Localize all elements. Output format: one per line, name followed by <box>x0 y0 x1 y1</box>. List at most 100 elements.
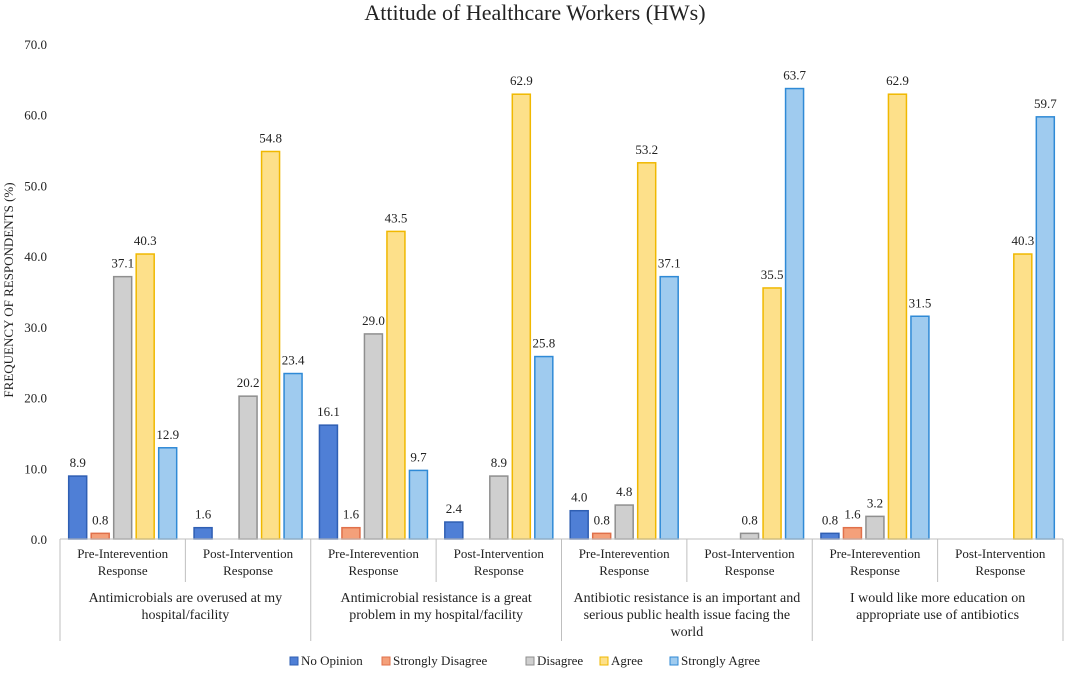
bar-disagree <box>489 475 509 540</box>
group-label: Antibiotic resistance is an important an… <box>574 591 801 606</box>
bar-agree <box>386 230 406 540</box>
bar-disagree <box>614 504 634 540</box>
legend-swatch-strongly-disagree <box>381 656 391 666</box>
y-tick-label: 50.0 <box>24 178 47 193</box>
legend-label: Strongly Agree <box>681 653 760 668</box>
y-tick-label: 60.0 <box>24 108 47 123</box>
legend-swatch-no-opinion <box>289 656 299 666</box>
subcategory-label: Response <box>474 563 524 578</box>
bar-strongly-agree <box>784 87 805 540</box>
data-label: 4.8 <box>616 484 632 499</box>
bar-disagree <box>112 275 133 540</box>
bar-agree <box>1013 253 1033 540</box>
data-label: 1.6 <box>343 507 360 522</box>
data-label: 0.8 <box>822 512 838 527</box>
bar-disagree <box>739 532 760 540</box>
data-label: 40.3 <box>134 233 157 248</box>
data-label: 23.4 <box>282 353 305 368</box>
data-label: 40.3 <box>1011 233 1034 248</box>
x-axis: Pre-Interevention Response Post-Interventi… <box>59 538 1064 641</box>
data-label: 0.8 <box>92 512 108 527</box>
bar-agree <box>636 162 657 540</box>
data-label: 63.7 <box>783 68 806 83</box>
legend-label: Disagree <box>537 653 583 668</box>
subcategory-label: Pre-Interevention <box>328 546 419 561</box>
subcategory-label: Pre-Interevention <box>77 546 168 561</box>
group-label: world <box>671 625 704 640</box>
y-tick-label: 70.0 <box>24 37 47 52</box>
bar-no-opinion <box>318 424 339 540</box>
y-tick-label: 0.0 <box>31 532 47 547</box>
subcategory-label: Response <box>725 563 775 578</box>
subcategory-label: Response <box>975 563 1025 578</box>
data-label: 62.9 <box>510 73 533 88</box>
subcategory-label: Response <box>850 563 900 578</box>
legend: No Opinion Strongly Disagree Disagree Agree… <box>289 653 760 668</box>
subcategory-label: Post-Intervention <box>704 546 795 561</box>
bar-disagree <box>363 333 384 540</box>
legend-swatch-disagree <box>525 656 535 666</box>
data-label: 0.8 <box>741 512 757 527</box>
bar-strongly-agree <box>157 447 178 540</box>
bar-no-opinion <box>193 526 213 540</box>
data-label: 62.9 <box>886 73 909 88</box>
data-label: 54.8 <box>259 130 282 145</box>
group-label: Antimicrobial resistance is a great <box>340 591 531 606</box>
legend-label: Strongly Disagree <box>393 653 487 668</box>
y-axis: 0.0 10.0 20.0 30.0 40.0 50.0 60.0 70.0 <box>24 37 47 547</box>
bar-strongly-disagree <box>842 526 863 540</box>
subcategory-label: Pre-Interevention <box>829 546 920 561</box>
bars: 8.90.837.140.312.91.620.254.823.416.11.6… <box>67 68 1057 540</box>
y-tick-label: 20.0 <box>24 391 47 406</box>
data-label: 35.5 <box>761 267 784 282</box>
group-label: I would like more education on <box>850 591 1025 606</box>
data-label: 3.2 <box>867 495 883 510</box>
data-label: 2.4 <box>446 501 463 516</box>
bar-agree <box>762 287 782 540</box>
bar-strongly-agree <box>534 355 554 540</box>
bar-strongly-agree <box>408 469 429 540</box>
data-label: 1.6 <box>195 507 212 522</box>
data-label: 31.5 <box>909 295 932 310</box>
subcategory-label: Response <box>349 563 399 578</box>
group-label: appropriate use of antibiotics <box>856 608 1019 623</box>
data-label: 29.0 <box>362 313 385 328</box>
data-label: 20.2 <box>237 375 260 390</box>
data-label: 37.1 <box>111 256 134 271</box>
y-tick-label: 40.0 <box>24 249 47 264</box>
group-label: serious public health issue facing the <box>584 608 790 623</box>
bar-strongly-agree <box>659 275 679 540</box>
bar-disagree <box>238 395 258 540</box>
bar-no-opinion <box>820 532 840 540</box>
bar-strongly-agree <box>1035 116 1056 540</box>
data-label: 59.7 <box>1034 96 1057 111</box>
bar-disagree <box>865 515 885 540</box>
bar-strongly-disagree <box>90 532 110 540</box>
bar-agree <box>511 93 532 540</box>
chart-title: Attitude of Healthcare Workers (HWs) <box>364 0 705 25</box>
data-label: 12.9 <box>156 427 179 442</box>
legend-swatch-agree <box>599 656 609 666</box>
legend-label: Agree <box>611 653 643 668</box>
bar-strongly-agree <box>283 372 303 540</box>
y-tick-label: 30.0 <box>24 320 47 335</box>
data-label: 4.0 <box>571 490 587 505</box>
subcategory-label: Response <box>599 563 649 578</box>
subcategory-label: Response <box>98 563 148 578</box>
bar-agree <box>260 150 281 540</box>
group-label: hospital/facility <box>141 608 229 623</box>
subcategory-label: Response <box>223 563 273 578</box>
subcategory-label: Post-Intervention <box>203 546 294 561</box>
data-label: 16.1 <box>317 404 340 419</box>
subcategory-label: Post-Intervention <box>955 546 1046 561</box>
data-label: 37.1 <box>658 256 681 271</box>
y-axis-title: FREQUENCY OF RESPONDENTS (%) <box>1 182 16 397</box>
y-tick-label: 10.0 <box>24 461 47 476</box>
bar-no-opinion <box>569 509 589 540</box>
subcategory-label: Pre-Interevention <box>579 546 670 561</box>
group-label: Antimicrobials are overused at my <box>89 591 283 606</box>
data-label: 25.8 <box>532 336 555 351</box>
data-label: 53.2 <box>635 142 658 157</box>
data-label: 1.6 <box>844 507 861 522</box>
